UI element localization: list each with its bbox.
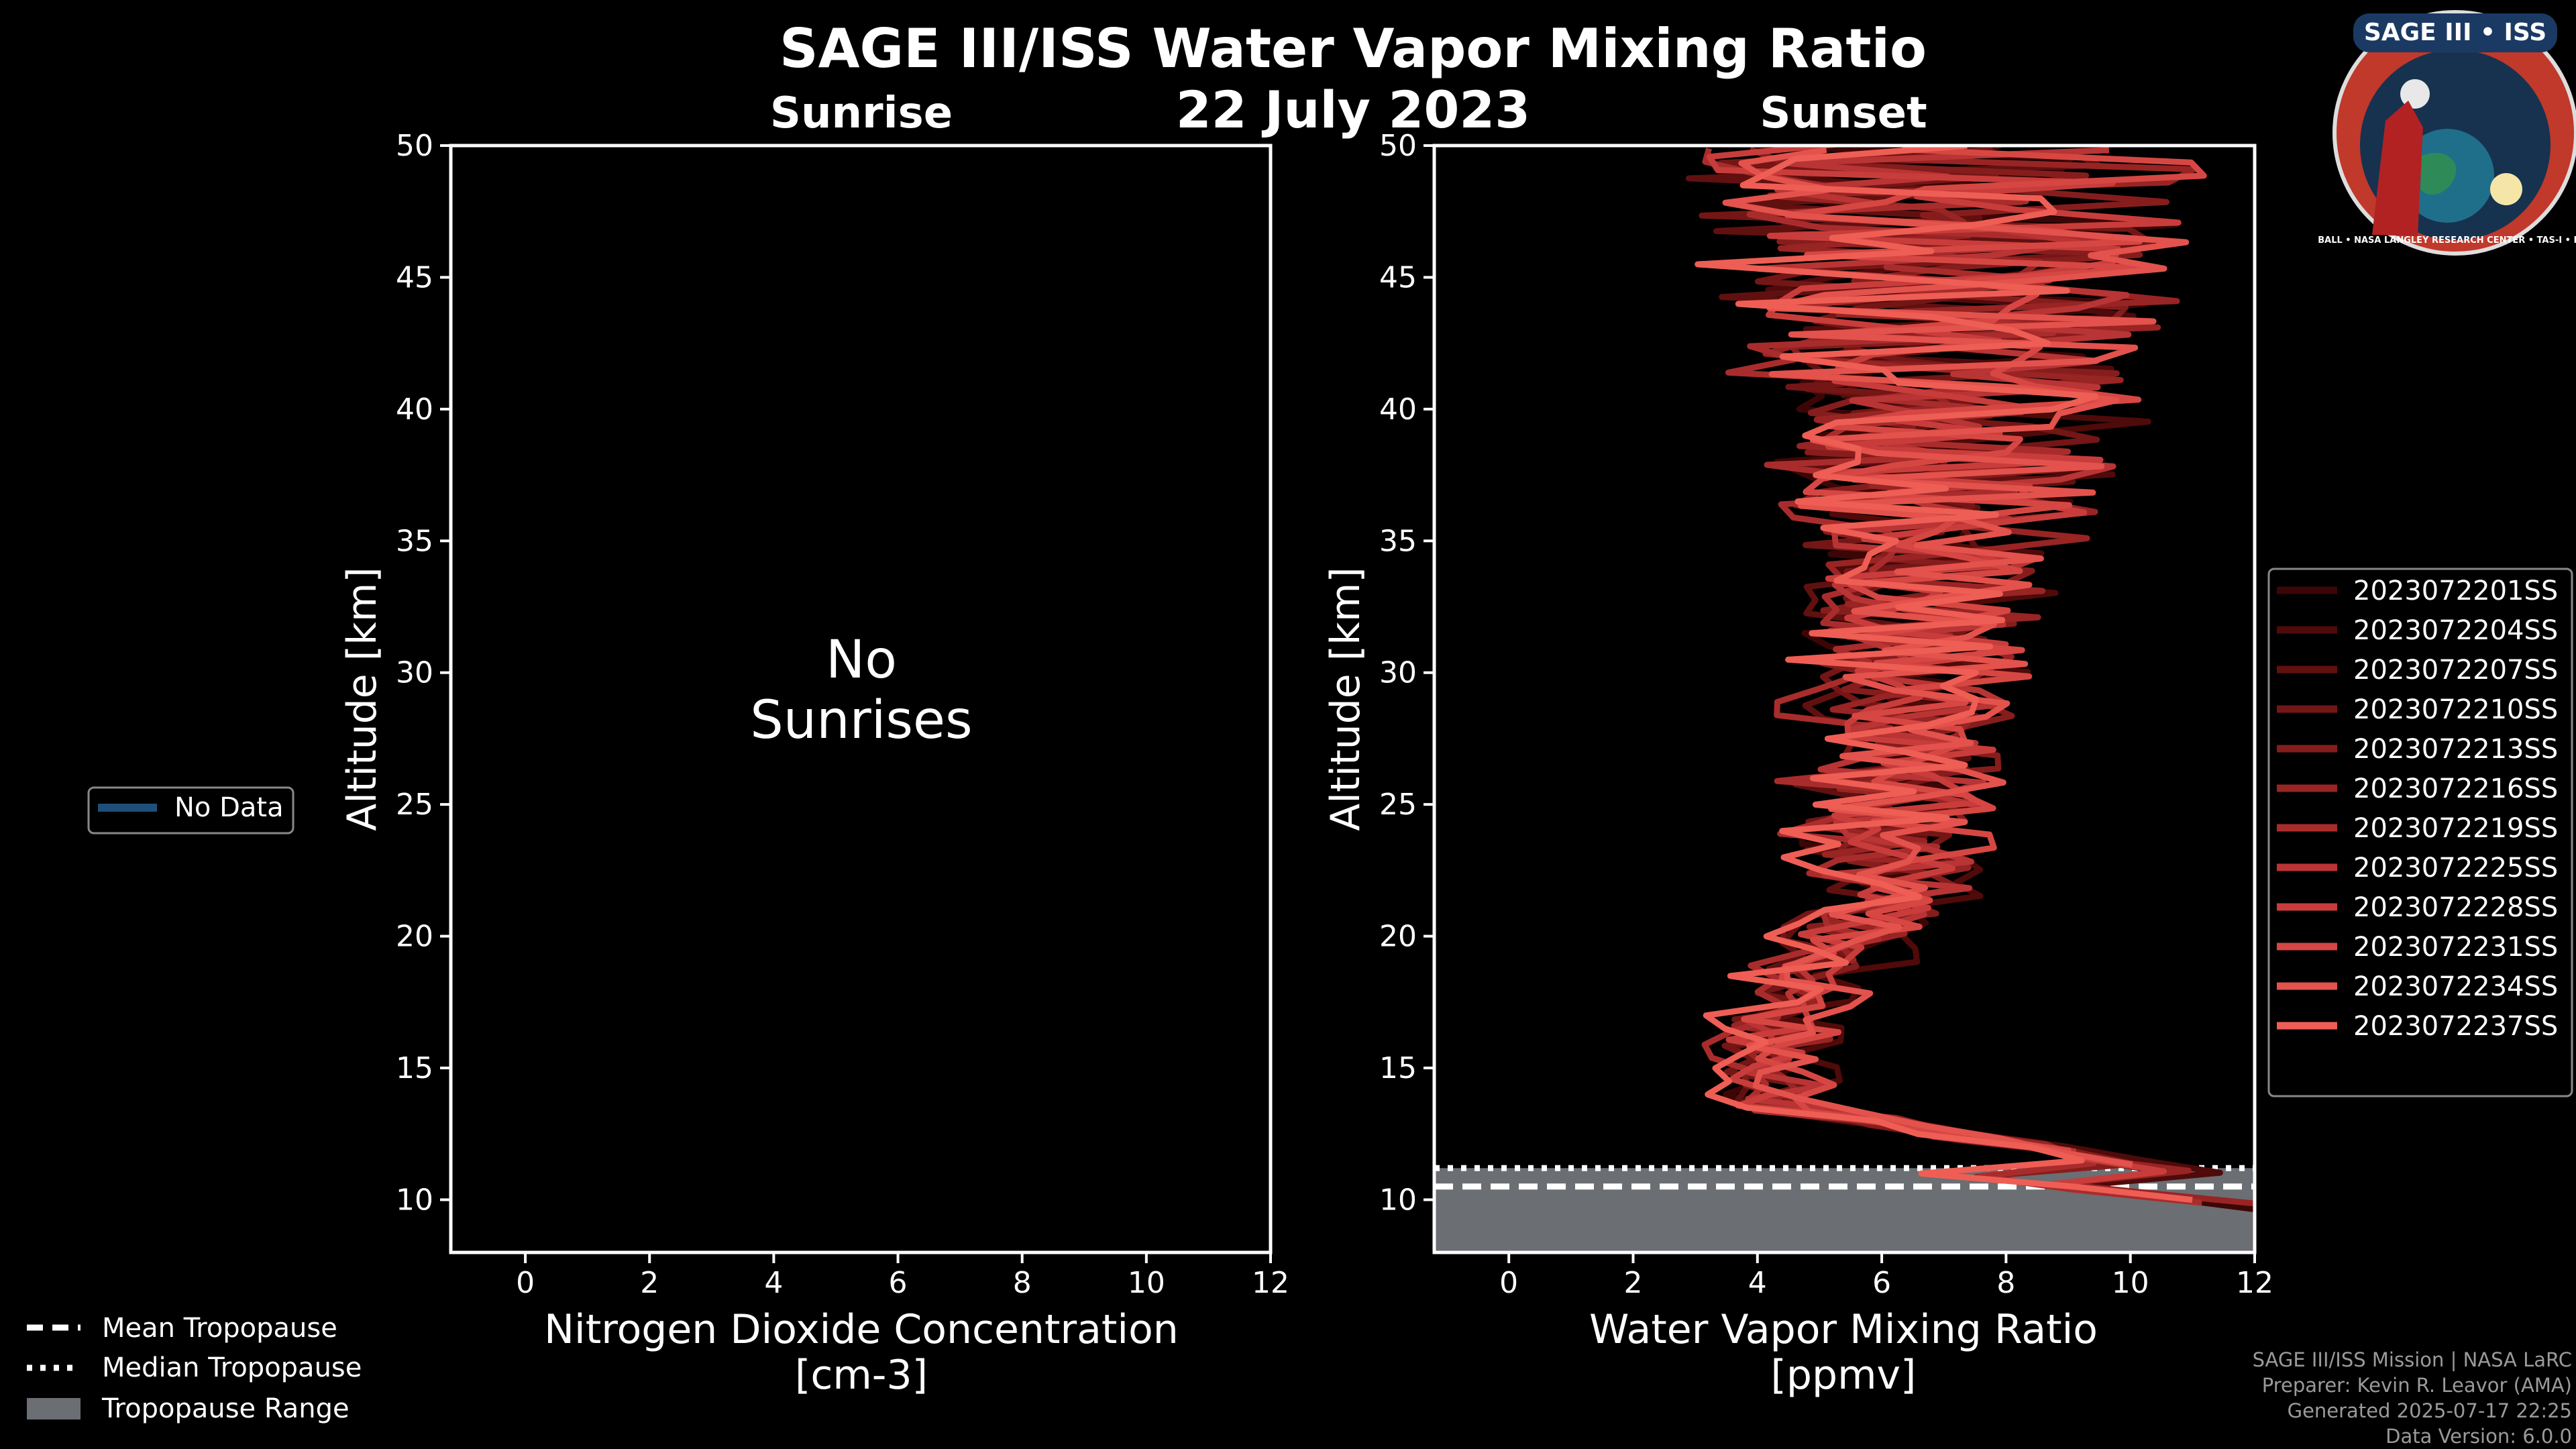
tropopause-range-swatch <box>27 1398 80 1419</box>
legend-label-2023072216SS: 2023072216SS <box>2353 773 2558 804</box>
right-x-tick-label: 6 <box>1872 1266 1891 1300</box>
chart-title: SAGE III/ISS Water Vapor Mixing Ratio <box>780 17 1927 80</box>
footer-generated: Generated 2025-07-17 22:25 <box>2287 1399 2572 1422</box>
left-x-tick-label: 4 <box>764 1266 783 1300</box>
tropopause-range-label: Tropopause Range <box>101 1393 350 1424</box>
left-x-label-line1: Nitrogen Dioxide Concentration <box>544 1306 1179 1353</box>
legend-label-2023072225SS: 2023072225SS <box>2353 853 2558 883</box>
right-y-tick-label: 20 <box>1379 920 1417 954</box>
tropopause-legend: Mean Tropopause Median Tropopause Tropop… <box>27 1313 362 1424</box>
logo-banner <box>2353 13 2557 52</box>
profile-line-2023072237SS <box>1695 146 2193 1203</box>
right-x-label-line1: Water Vapor Mixing Ratio <box>1589 1306 2098 1353</box>
right-y-tick-label: 30 <box>1379 656 1417 690</box>
right-y-tick-label: 50 <box>1379 129 1417 163</box>
right-y-tick-label: 40 <box>1379 392 1417 427</box>
left-x-label-line2: [cm-3] <box>795 1352 928 1399</box>
right-plot-frame <box>1432 144 2257 1254</box>
right-x-tick-label: 4 <box>1748 1266 1767 1300</box>
logo-ring-text: BALL • NASA LANGLEY RESEARCH CENTER • TA… <box>2318 235 2576 246</box>
series-legend: 2023072201SS 2023072204SS 2023072207SS 2023… <box>2267 568 2573 1097</box>
right-y-tick-label: 35 <box>1379 524 1417 558</box>
right-x-tick-label: 8 <box>1996 1266 2015 1300</box>
sage-iii-iss-logo: SAGE III • ISS BALL • NASA LANGLEY RESEA… <box>2318 10 2576 256</box>
right-y-label: Altitude [km] <box>1322 567 1369 831</box>
legend-label-2023072213SS: 2023072213SS <box>2353 734 2558 765</box>
left-y-tick-label: 10 <box>396 1183 433 1217</box>
footer-preparer: Preparer: Kevin R. Leavor (AMA) <box>2261 1374 2572 1397</box>
legend-label-2023072210SS: 2023072210SS <box>2353 694 2558 725</box>
left-y-tick-label: 20 <box>396 920 433 954</box>
right-y-tick-label: 45 <box>1379 260 1417 294</box>
right-x-tick-label: 2 <box>1623 1266 1642 1300</box>
legend-label-2023072219SS: 2023072219SS <box>2353 813 2558 844</box>
legend-label-2023072234SS: 2023072234SS <box>2353 971 2558 1002</box>
left-y-tick-label: 25 <box>396 788 433 822</box>
right-x-tick-label: 0 <box>1499 1266 1518 1300</box>
right-y-tick-label: 25 <box>1379 788 1417 822</box>
right-subtitle: Sunset <box>1760 89 1927 138</box>
logo-sun <box>2490 173 2522 205</box>
legend-label-2023072207SS: 2023072207SS <box>2353 655 2558 686</box>
mean-tropopause-label: Mean Tropopause <box>102 1313 337 1344</box>
left-x-tick-label: 6 <box>889 1266 908 1300</box>
no-data-legend-label: No Data <box>174 792 284 823</box>
no-data-legend-frame <box>87 786 294 835</box>
left-x-tick-label: 12 <box>1252 1266 1289 1300</box>
legend-label-2023072204SS: 2023072204SS <box>2353 615 2558 646</box>
right-y-tick-label: 15 <box>1379 1051 1417 1085</box>
left-panel: 0 2 4 6 8 10 12 10 15 20 25 30 35 40 45 50 No Sunrises… <box>339 129 1289 1399</box>
footer-mission: SAGE III/ISS Mission | NASA LaRC <box>2252 1348 2572 1371</box>
legend-label-2023072237SS: 2023072237SS <box>2353 1011 2558 1042</box>
left-x-tick-label: 2 <box>640 1266 659 1300</box>
left-y-tick-label: 50 <box>396 129 433 163</box>
right-x-tick-label: 12 <box>2236 1266 2273 1300</box>
left-y-tick-label: 35 <box>396 524 433 558</box>
right-x-tick-label: 10 <box>2112 1266 2149 1300</box>
left-y-tick-label: 15 <box>396 1051 433 1085</box>
left-x-tick-label: 10 <box>1128 1266 1165 1300</box>
logo-text: SAGE III • ISS <box>2364 19 2546 46</box>
legend-label-2023072228SS: 2023072228SS <box>2353 892 2558 923</box>
logo-continent <box>2420 152 2457 195</box>
left-y-tick-label: 30 <box>396 656 433 690</box>
legend-label-2023072231SS: 2023072231SS <box>2353 932 2558 963</box>
left-y-tick-label: 45 <box>396 260 433 294</box>
right-y-tick-label: 10 <box>1379 1183 1417 1217</box>
chart-date: 22 July 2023 <box>1176 80 1530 140</box>
legend-label-2023072201SS: 2023072201SS <box>2353 576 2558 606</box>
left-x-tick-label: 0 <box>516 1266 535 1300</box>
footer-data-version: Data Version: 6.0.0 <box>2385 1425 2572 1448</box>
left-y-tick-label: 40 <box>396 392 433 427</box>
left-subtitle: Sunrise <box>770 89 953 138</box>
series-legend-frame <box>2267 568 2573 1097</box>
left-x-tick-label: 8 <box>1013 1266 1032 1300</box>
left-no-data-message-line2: Sunrises <box>750 690 972 751</box>
left-plot-frame <box>449 144 1273 1254</box>
left-no-data-message-line1: No <box>826 630 897 690</box>
right-panel: 0 2 4 6 8 10 12 10 15 20 25 30 35 40 45 50 Water Vapor… <box>1322 129 2273 1399</box>
median-tropopause-label: Median Tropopause <box>102 1352 362 1383</box>
left-y-label: Altitude [km] <box>339 567 386 831</box>
no-data-legend: No Data <box>87 786 294 835</box>
profile-line-2023072234SS <box>1722 147 2190 1168</box>
footer-credits: SAGE III/ISS Mission | NASA LaRC Prepare… <box>2253 1347 2572 1449</box>
right-x-label-line2: [ppmv] <box>1771 1352 1917 1399</box>
logo-wizard-figure <box>2372 101 2423 236</box>
